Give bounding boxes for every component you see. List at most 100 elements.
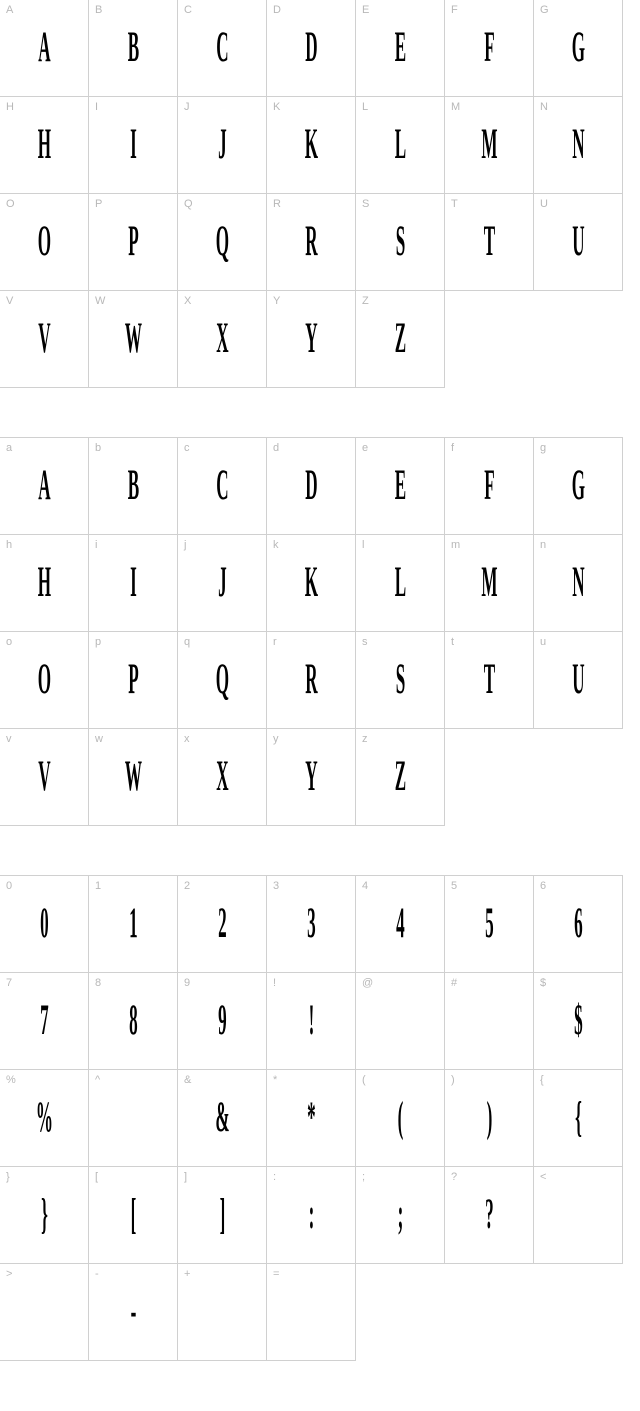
glyph-cell[interactable]: tT (444, 631, 534, 729)
glyph-cell[interactable]: ;; (355, 1166, 445, 1264)
glyph-cell[interactable]: BB (88, 0, 178, 97)
glyph-cell[interactable]: PP (88, 193, 178, 291)
cell-label: ! (273, 977, 276, 989)
glyph-cell[interactable]: pP (88, 631, 178, 729)
glyph-cell[interactable]: cC (177, 437, 267, 535)
glyph-cell[interactable]: !! (266, 972, 356, 1070)
glyph-cell[interactable]: {{ (533, 1069, 623, 1167)
glyph-cell[interactable]: bB (88, 437, 178, 535)
glyph-cell[interactable]: ]] (177, 1166, 267, 1264)
glyph-cell[interactable]: HH (0, 96, 89, 194)
glyph-cell[interactable]: SS (355, 193, 445, 291)
glyph-cell[interactable]: dD (266, 437, 356, 535)
glyph-cell[interactable]: CC (177, 0, 267, 97)
glyph-cell[interactable]: MM (444, 96, 534, 194)
glyph-cell[interactable]: xX (177, 728, 267, 826)
glyph-cell[interactable]: FF (444, 0, 534, 97)
glyph-cell[interactable]: QQ (177, 193, 267, 291)
glyph-cell[interactable]: UU (533, 193, 623, 291)
glyph-cell[interactable]: ** (266, 1069, 356, 1167)
glyph-cell[interactable]: ?? (444, 1166, 534, 1264)
cell-glyph: * (307, 1092, 315, 1143)
glyph-cell[interactable]: (( (355, 1069, 445, 1167)
cell-label: 8 (95, 977, 101, 989)
glyph-cell[interactable]: jJ (177, 534, 267, 632)
glyph-cell[interactable]: 99 (177, 972, 267, 1070)
glyph-cell[interactable]: 33 (266, 875, 356, 973)
glyph-cell[interactable]: KK (266, 96, 356, 194)
cell-glyph: O (38, 654, 50, 705)
glyph-cell[interactable]: 66 (533, 875, 623, 973)
glyph-cell[interactable]: XX (177, 290, 267, 388)
glyph-cell[interactable]: :: (266, 1166, 356, 1264)
cell-label: P (95, 198, 102, 210)
glyph-cell[interactable]: 00 (0, 875, 89, 973)
glyph-cell[interactable]: oO (0, 631, 89, 729)
cell-label: & (184, 1074, 191, 1086)
glyph-cell[interactable]: zZ (355, 728, 445, 826)
glyph-cell[interactable]: )) (444, 1069, 534, 1167)
glyph-cell[interactable]: qQ (177, 631, 267, 729)
cell-glyph: P (128, 216, 138, 267)
cell-label: z (362, 733, 368, 745)
glyph-cell[interactable]: ^ (88, 1069, 178, 1167)
glyph-cell[interactable]: VV (0, 290, 89, 388)
cell-glyph: N (572, 119, 583, 170)
glyph-cell[interactable]: iI (88, 534, 178, 632)
glyph-cell[interactable]: JJ (177, 96, 267, 194)
glyph-cell[interactable]: kK (266, 534, 356, 632)
glyph-cell[interactable]: WW (88, 290, 178, 388)
glyph-cell[interactable]: 77 (0, 972, 89, 1070)
glyph-cell[interactable]: NN (533, 96, 623, 194)
glyph-cell[interactable]: + (177, 1263, 267, 1361)
glyph-cell[interactable]: aA (0, 437, 89, 535)
glyph-cell[interactable]: ZZ (355, 290, 445, 388)
glyph-cell[interactable]: && (177, 1069, 267, 1167)
glyph-cell[interactable]: # (444, 972, 534, 1070)
glyph-cell[interactable]: -- (88, 1263, 178, 1361)
section-uppercase: AABBCCDDEEFFGGHHIIJJKKLLMMNNOOPPQQRRSSTT… (0, 0, 640, 388)
glyph-cell[interactable]: [[ (88, 1166, 178, 1264)
cell-label: N (540, 101, 548, 113)
glyph-cell[interactable]: nN (533, 534, 623, 632)
glyph-cell[interactable]: lL (355, 534, 445, 632)
glyph-cell[interactable]: YY (266, 290, 356, 388)
cell-label: M (451, 101, 460, 113)
glyph-cell[interactable]: @ (355, 972, 445, 1070)
glyph-cell[interactable]: AA (0, 0, 89, 97)
glyph-cell[interactable]: = (266, 1263, 356, 1361)
glyph-cell[interactable]: %% (0, 1069, 89, 1167)
glyph-cell[interactable]: 88 (88, 972, 178, 1070)
cell-glyph: H (38, 119, 50, 170)
glyph-cell[interactable]: wW (88, 728, 178, 826)
glyph-cell[interactable]: vV (0, 728, 89, 826)
glyph-cell[interactable]: OO (0, 193, 89, 291)
glyph-cell[interactable]: RR (266, 193, 356, 291)
cell-glyph: A (38, 460, 49, 511)
glyph-cell[interactable]: }} (0, 1166, 89, 1264)
cell-glyph: R (305, 654, 316, 705)
glyph-cell[interactable]: 22 (177, 875, 267, 973)
glyph-cell[interactable]: DD (266, 0, 356, 97)
cell-label: ^ (95, 1074, 100, 1086)
glyph-cell[interactable]: 11 (88, 875, 178, 973)
glyph-cell[interactable]: LL (355, 96, 445, 194)
glyph-cell[interactable]: hH (0, 534, 89, 632)
glyph-cell[interactable]: GG (533, 0, 623, 97)
glyph-cell[interactable]: > (0, 1263, 89, 1361)
glyph-cell[interactable]: eE (355, 437, 445, 535)
glyph-cell[interactable]: $$ (533, 972, 623, 1070)
glyph-cell[interactable]: sS (355, 631, 445, 729)
glyph-cell[interactable]: < (533, 1166, 623, 1264)
glyph-cell[interactable]: fF (444, 437, 534, 535)
glyph-cell[interactable]: 44 (355, 875, 445, 973)
glyph-cell[interactable]: TT (444, 193, 534, 291)
glyph-cell[interactable]: uU (533, 631, 623, 729)
glyph-cell[interactable]: II (88, 96, 178, 194)
glyph-cell[interactable]: EE (355, 0, 445, 97)
glyph-cell[interactable]: rR (266, 631, 356, 729)
glyph-cell[interactable]: gG (533, 437, 623, 535)
glyph-cell[interactable]: 55 (444, 875, 534, 973)
glyph-cell[interactable]: mM (444, 534, 534, 632)
glyph-cell[interactable]: yY (266, 728, 356, 826)
